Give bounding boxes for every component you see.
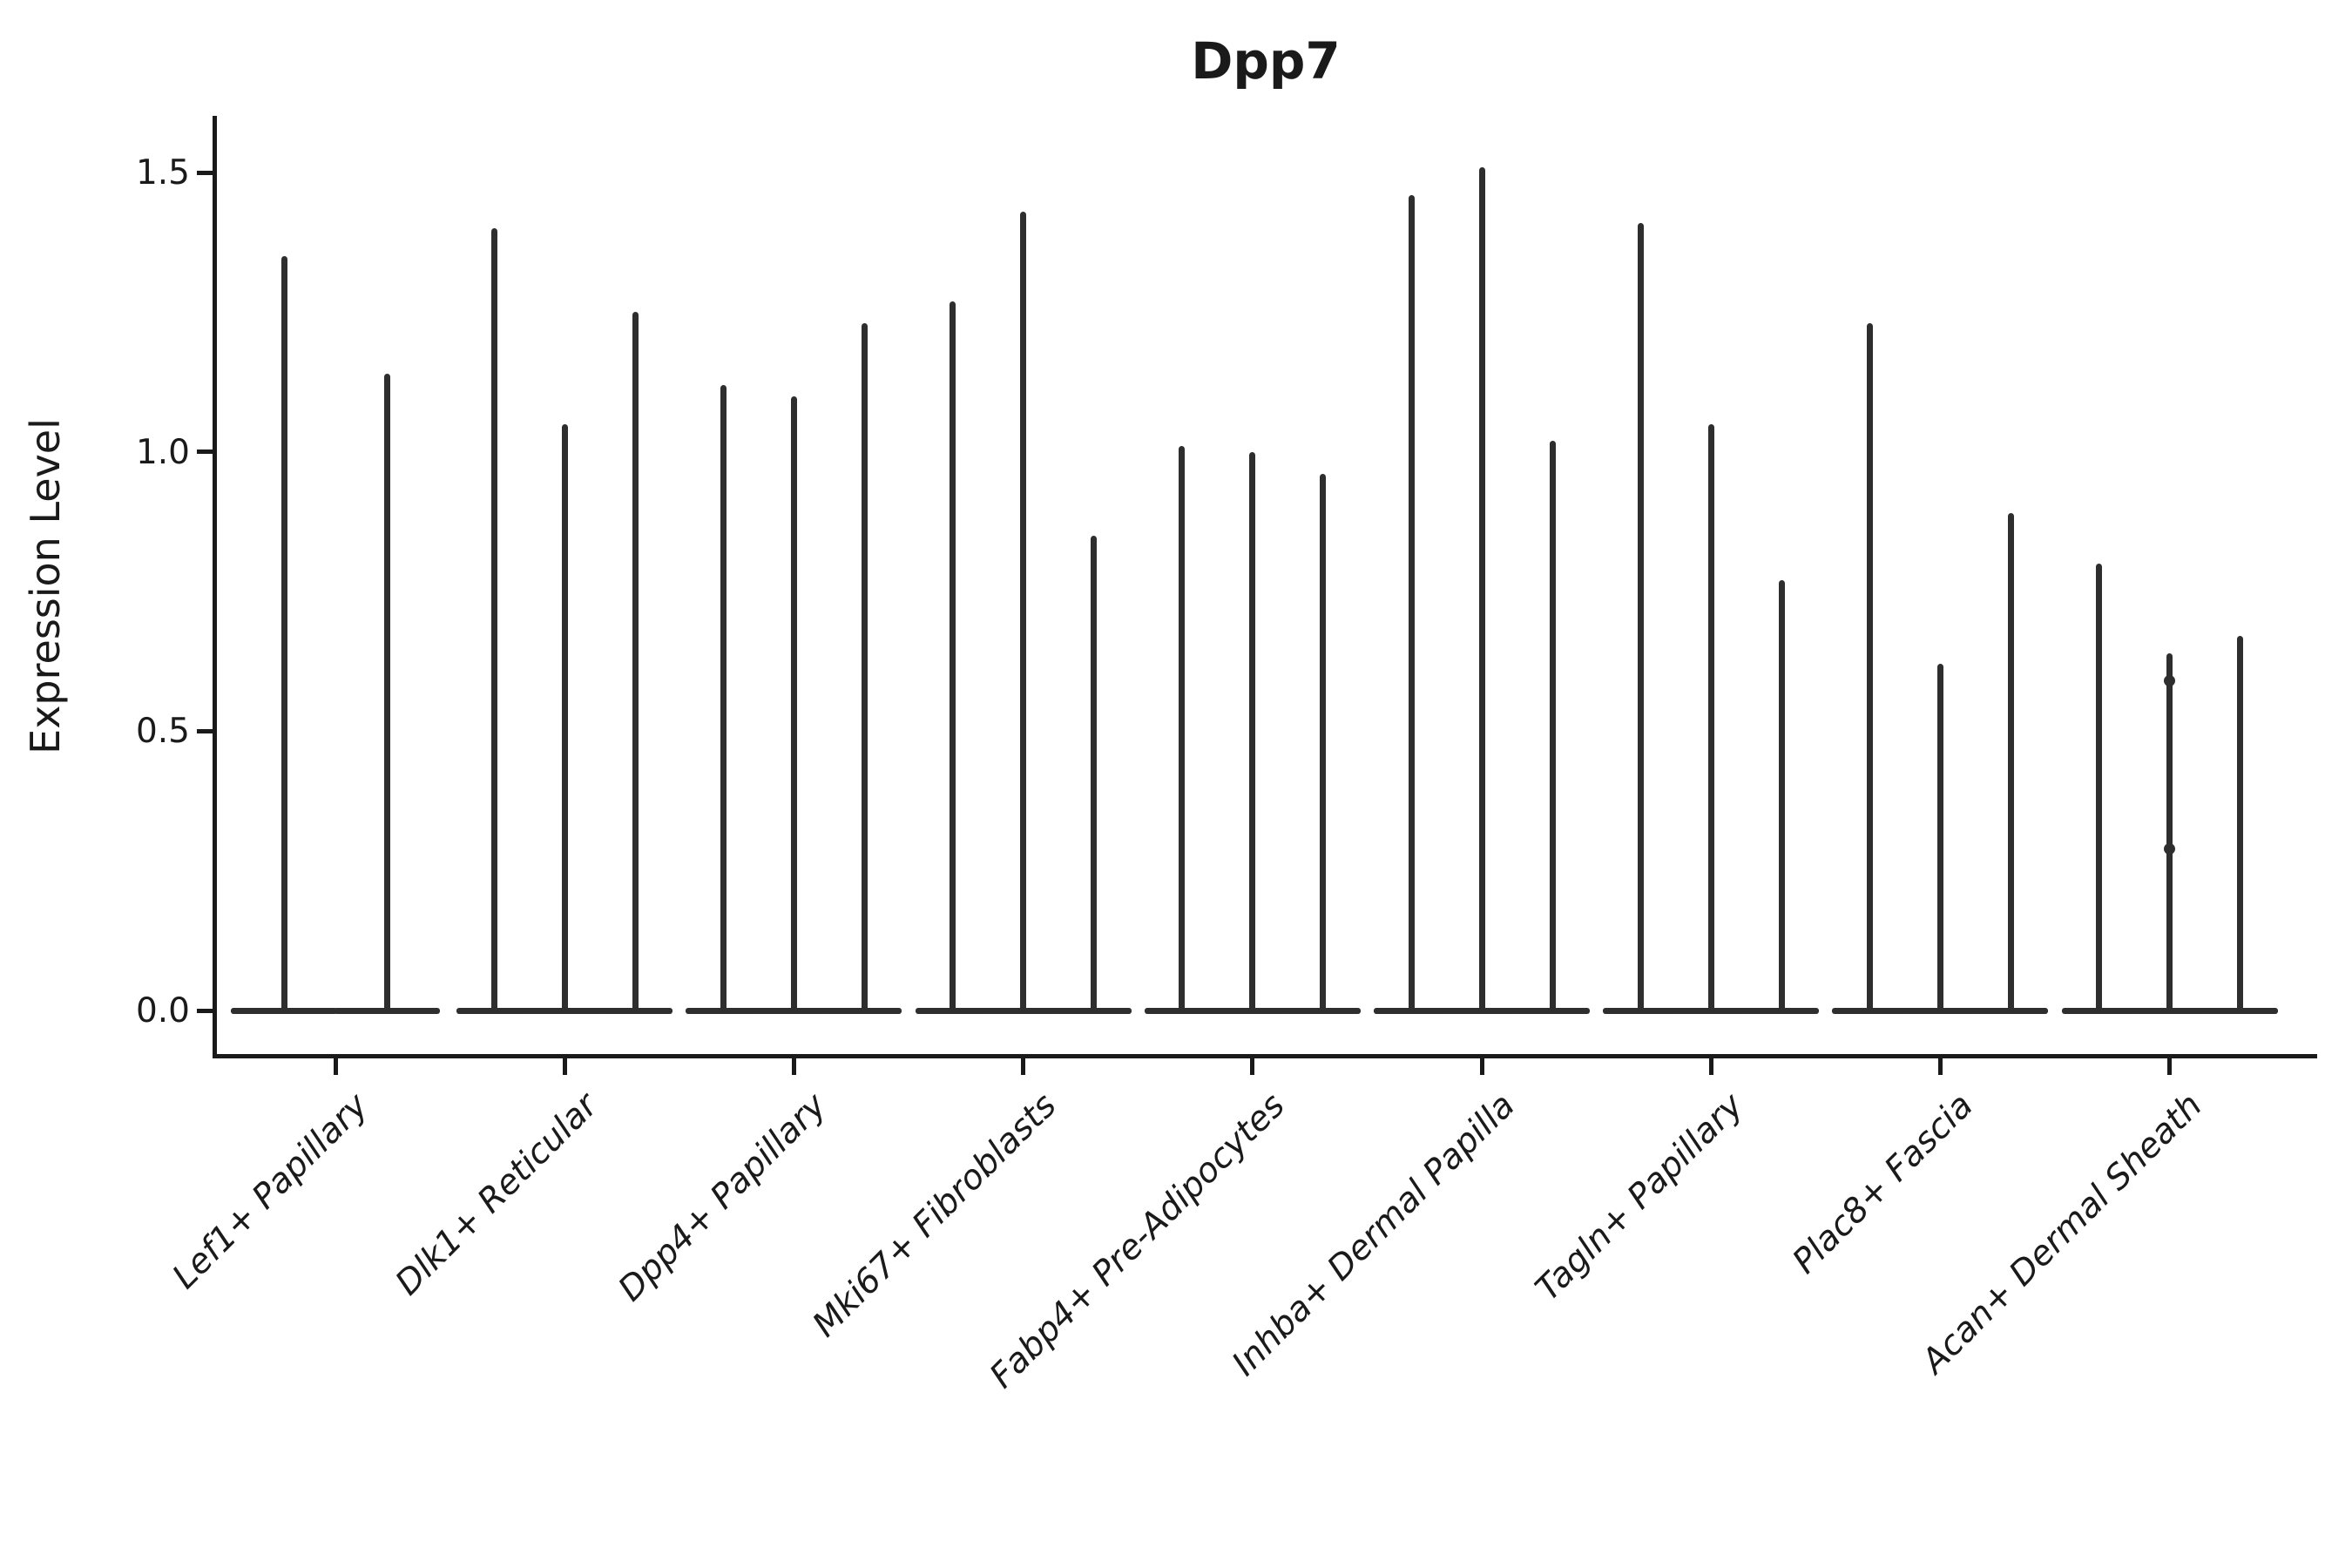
violin-spike (950, 301, 956, 1010)
violin-base (2132, 1007, 2207, 1014)
violin-base (1214, 1007, 1290, 1014)
violin-spike (720, 384, 727, 1010)
violin-base (1973, 1007, 2049, 1014)
x-tick-label: Tagln+ Papillary (1528, 1085, 1752, 1309)
violin-spike (2096, 563, 2103, 1010)
violin-spike (1707, 423, 1714, 1010)
x-axis-line (213, 1054, 2317, 1058)
violin-spike (490, 228, 497, 1010)
y-tick-label: 0.0 (135, 991, 190, 1031)
violin-spike (1637, 222, 1644, 1010)
violin-base (827, 1007, 902, 1014)
violin-spike (790, 395, 797, 1010)
x-tick (333, 1058, 338, 1075)
violin-knot (2164, 675, 2176, 687)
violin-base (2061, 1007, 2137, 1014)
violin-base (1832, 1007, 1908, 1014)
violin-spike (1936, 664, 1943, 1010)
x-tick (2167, 1058, 2173, 1075)
x-tick (1937, 1058, 1943, 1075)
violin-base (1515, 1007, 1590, 1014)
y-tick (197, 170, 215, 175)
violin-base (231, 1007, 337, 1014)
violin-base (527, 1007, 603, 1014)
violin-spike (1020, 211, 1027, 1010)
violin-spike (861, 323, 868, 1010)
y-tick-label: 1.0 (135, 432, 190, 472)
violin-knot (2164, 842, 2176, 855)
violin-spike (2166, 652, 2173, 1010)
chart-title: Dpp7 (1191, 31, 1341, 91)
violin-spike (561, 423, 568, 1010)
violin-spike (2007, 513, 2014, 1010)
x-tick-label: Plac8+ Fascia (1785, 1085, 1981, 1282)
x-tick-label: Mki67+ Fibroblasts (804, 1085, 1064, 1345)
violin-base (1144, 1007, 1220, 1014)
violin-base (2202, 1007, 2278, 1014)
violin-base (1374, 1007, 1449, 1014)
x-tick-label: Dpp4+ Papillary (611, 1085, 835, 1309)
x-tick-label: Dlk1+ Reticular (388, 1085, 605, 1303)
violin-base (1285, 1007, 1361, 1014)
x-tick (1250, 1058, 1255, 1075)
y-tick (197, 1008, 215, 1013)
y-tick (197, 728, 215, 733)
y-tick-label: 0.5 (135, 712, 190, 752)
violin-spike (1179, 446, 1186, 1010)
x-tick (1479, 1058, 1484, 1075)
y-axis-line (213, 116, 217, 1058)
violin-base (915, 1007, 990, 1014)
violin-base (1673, 1007, 1749, 1014)
violin-spike (383, 373, 390, 1010)
y-tick (197, 449, 215, 455)
x-tick (1708, 1058, 1713, 1075)
violin-spike (1408, 194, 1415, 1010)
violin-spike (2237, 636, 2244, 1010)
violin-spike (1478, 166, 1485, 1010)
violin-base (598, 1007, 673, 1014)
violin-base (1444, 1007, 1519, 1014)
violin-base (686, 1007, 761, 1014)
x-tick-label: Lef1+ Papillary (165, 1085, 376, 1297)
violin-spike (1320, 474, 1327, 1010)
violin-base (456, 1007, 532, 1014)
violin-spike (1778, 580, 1785, 1010)
violin-spike (280, 256, 287, 1010)
violin-base (1056, 1007, 1132, 1014)
x-tick (1021, 1058, 1026, 1075)
x-tick (791, 1058, 796, 1075)
violin-base (985, 1007, 1061, 1014)
violin-base (756, 1007, 832, 1014)
violin-spike (1249, 451, 1256, 1010)
violin-spike (632, 312, 639, 1010)
violin-spike (1866, 323, 1873, 1010)
violin-base (1744, 1007, 1820, 1014)
y-tick-label: 1.5 (135, 153, 190, 193)
violin-base (1903, 1007, 1978, 1014)
x-tick (562, 1058, 567, 1075)
violin-base (334, 1007, 440, 1014)
violin-base (1603, 1007, 1679, 1014)
violin-spike (1091, 535, 1098, 1010)
violin-spike (1549, 440, 1556, 1010)
